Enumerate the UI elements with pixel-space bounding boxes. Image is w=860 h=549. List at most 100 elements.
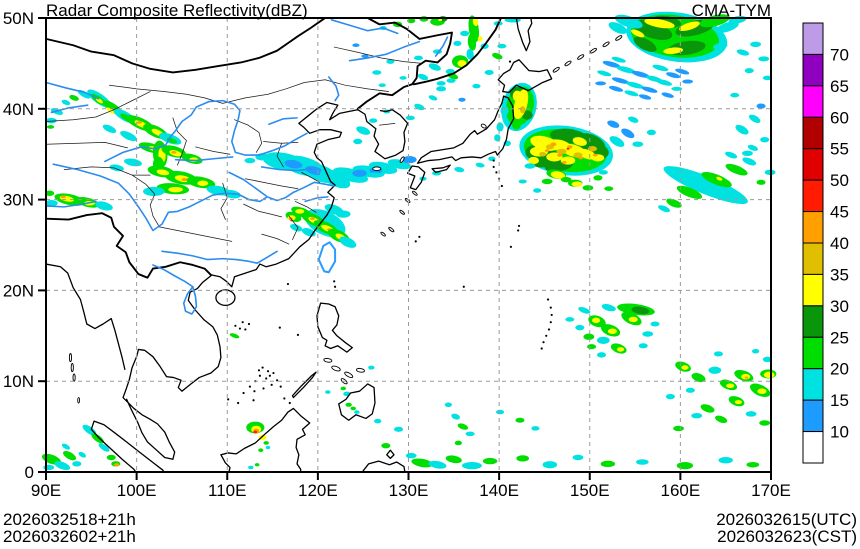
radar-cell: [602, 60, 621, 68]
radar-cell: [361, 54, 369, 58]
province-line: [295, 201, 316, 212]
radar-cell: [438, 18, 443, 22]
radar-cell: [124, 158, 142, 167]
radar-cell: [665, 393, 675, 400]
colorbar-label: 70: [830, 45, 849, 64]
island-dot: [495, 171, 498, 174]
colorbar-segment: [802, 242, 824, 275]
radar-cell: [54, 461, 71, 471]
radar-cell: [621, 128, 635, 139]
radar-cell: [560, 176, 572, 183]
radar-cell: [413, 55, 424, 61]
colorbar-segment: [802, 368, 824, 401]
radar-cell: [253, 430, 258, 434]
radar-cell: [515, 417, 525, 423]
radar-cell: [592, 153, 598, 157]
island-dot: [517, 224, 521, 228]
radar-cell: [628, 116, 639, 123]
island-dot: [234, 324, 237, 327]
radar-cell: [386, 59, 395, 64]
radar-cell: [82, 424, 97, 436]
axis-ticks: [38, 17, 772, 480]
radar-cell: [567, 145, 573, 149]
radar-cell: [542, 461, 558, 469]
coast-hokkaido: [498, 60, 551, 93]
radar-cell: [472, 83, 481, 89]
radar-cell: [597, 70, 612, 77]
province-line: [46, 92, 150, 122]
radar-cell: [718, 457, 733, 464]
colorbar-segment: [802, 148, 824, 181]
island-dot: [549, 321, 552, 324]
island-sliver: [552, 67, 559, 73]
province-line: [109, 80, 325, 104]
radar-cell: [428, 95, 438, 101]
radar-cell: [635, 459, 649, 465]
island-dot: [253, 390, 256, 393]
radar-cell: [575, 324, 585, 331]
island-dot: [542, 341, 545, 344]
island-sliver: [412, 191, 418, 196]
colorbar-segment: [802, 53, 824, 87]
colorbar-label: 60: [830, 108, 849, 127]
river-red: [153, 265, 196, 314]
small-islands: [69, 35, 622, 403]
radar-cell: [735, 124, 749, 135]
colorbar-segment: [802, 116, 824, 150]
radar-cell: [368, 365, 375, 370]
radar-cell: [45, 190, 55, 196]
x-tick-label: 150E: [570, 481, 610, 500]
radar-cell: [758, 56, 770, 62]
radar-cell: [632, 141, 644, 147]
colorbar-label: 20: [830, 360, 849, 379]
river-pearl: [162, 251, 277, 263]
island-sliver: [324, 358, 333, 363]
axis-labels: 90E 100E 110E 120E 130E 140E 150E 160E 170E 0 10N 2…: [3, 9, 791, 500]
island-dot: [492, 159, 495, 162]
radar-cell: [512, 90, 522, 102]
island-sliver: [602, 41, 609, 47]
coast-kyushu: [408, 166, 425, 190]
coast-primorye: [414, 18, 501, 84]
island-sliver: [71, 363, 73, 371]
radar-cell: [325, 390, 331, 394]
radar-cell: [597, 336, 610, 344]
radar-cell: [142, 186, 165, 196]
island-dot: [549, 306, 552, 309]
coast-shikoku: [432, 165, 450, 172]
island-dot: [414, 240, 417, 243]
radar-cell: [736, 49, 750, 56]
colorbar: 70 65 60 55 50 45 40 35 30 25 20 15 10: [802, 22, 849, 464]
province-line: [325, 80, 388, 92]
coast-sakhalin: [516, 18, 531, 51]
radar-cell: [760, 136, 770, 143]
radar-cell: [72, 461, 82, 467]
colorbar-label: 10: [830, 423, 849, 442]
island-dot: [550, 313, 553, 317]
island-sliver: [615, 35, 622, 41]
radar-cell: [350, 406, 356, 411]
border-amur-ussuri: [358, 18, 452, 109]
radar-cell: [539, 151, 547, 157]
radar-cell: [113, 463, 120, 467]
x-tick-label: 110E: [208, 481, 246, 500]
colorbar-segment: [802, 211, 824, 244]
x-tick-label: 160E: [661, 481, 701, 500]
island-dot: [266, 370, 270, 373]
radar-cell: [254, 463, 260, 467]
grid-layer: [46, 18, 771, 472]
radar-cell: [436, 86, 447, 92]
radar-cell: [356, 126, 371, 135]
colorbar-label: 35: [830, 265, 849, 284]
island-dot: [227, 398, 230, 401]
radar-cell: [745, 411, 757, 417]
radar-cell: [69, 94, 79, 101]
radar-cell: [595, 81, 607, 86]
radar-cell: [658, 205, 671, 213]
colorbar-segment: [802, 305, 824, 338]
radar-cell: [354, 410, 360, 414]
radar-cell: [263, 441, 269, 445]
radar-cell: [725, 163, 748, 176]
y-tick-label: 30N: [3, 191, 34, 210]
radar-cell: [43, 464, 55, 471]
